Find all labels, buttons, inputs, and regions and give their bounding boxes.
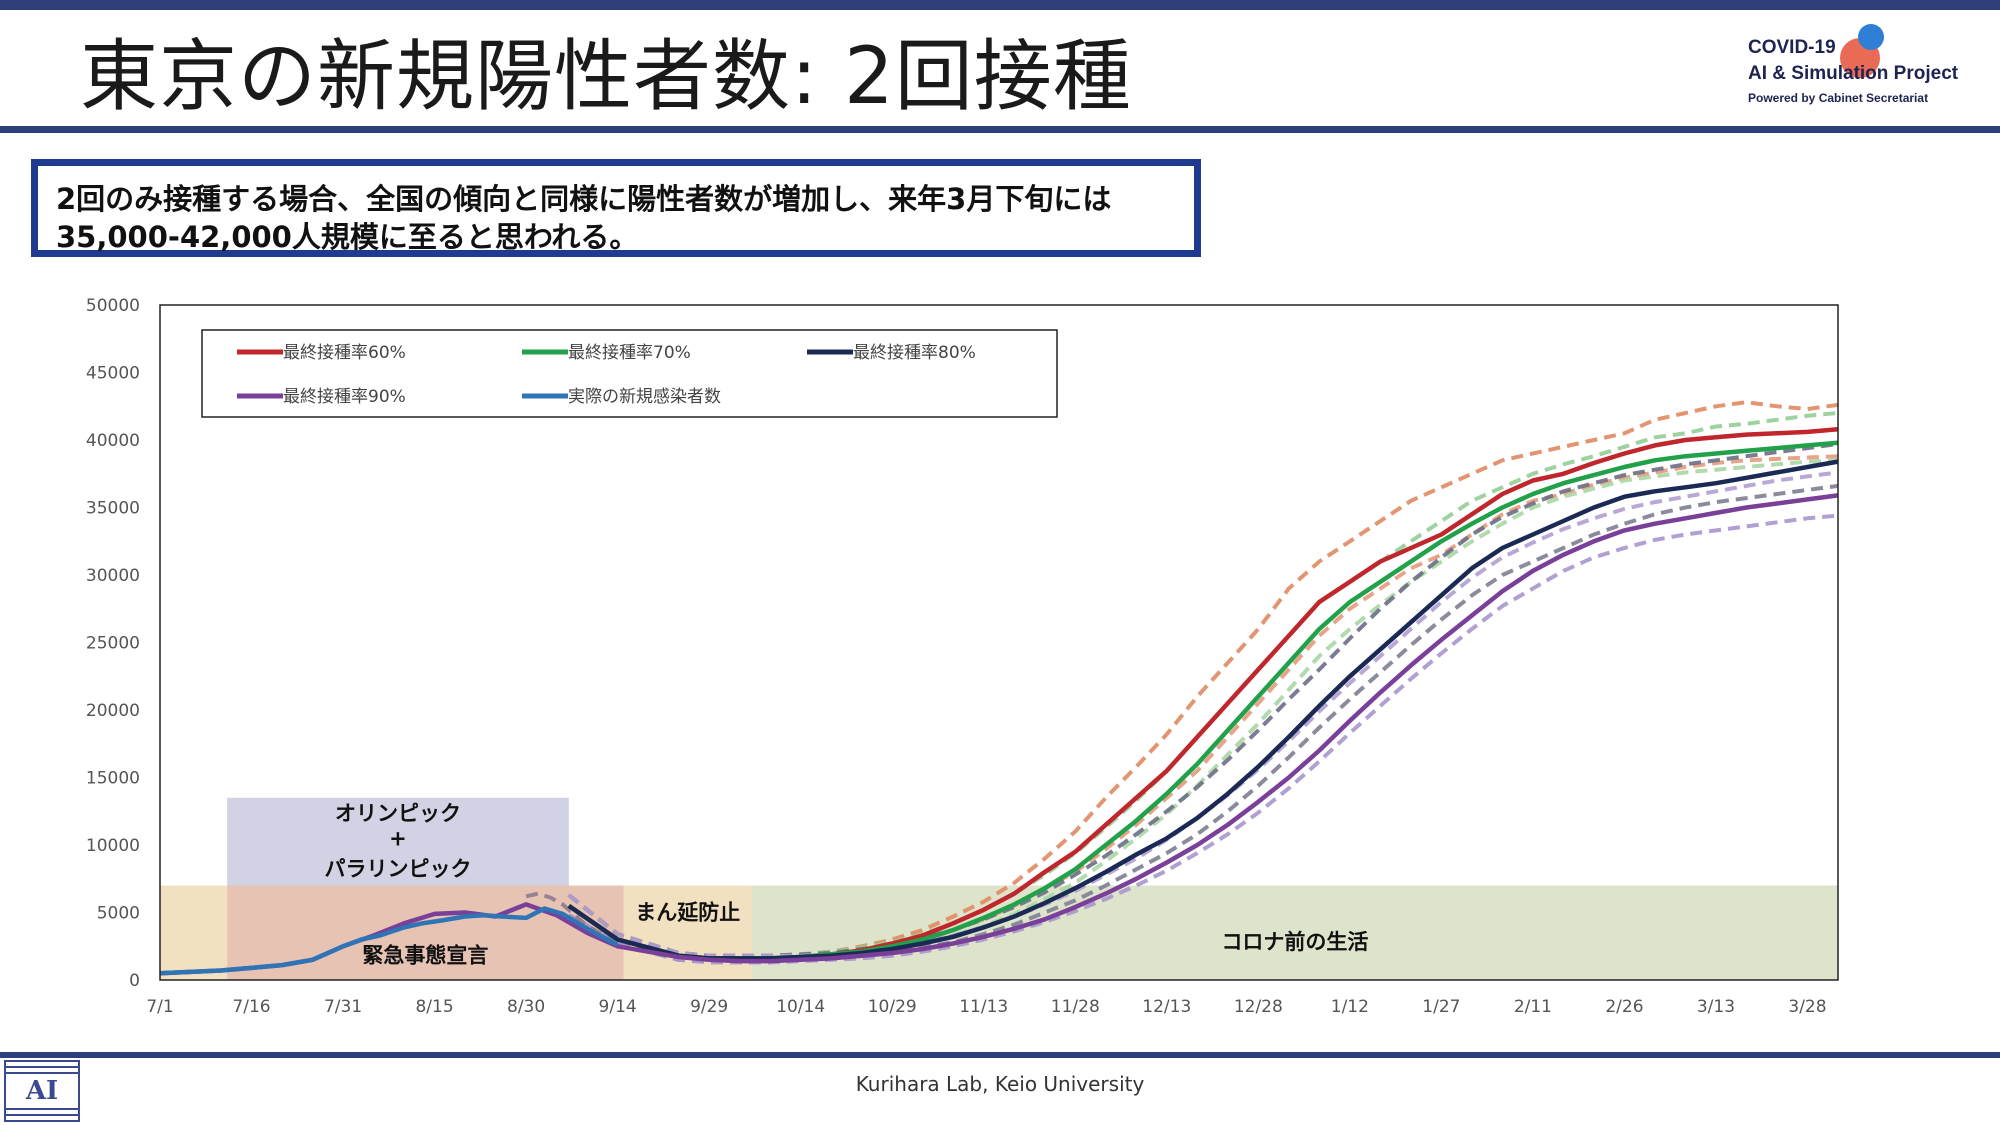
x-tick-label-3: 8/15	[415, 997, 453, 1017]
chart-series	[159, 400, 1839, 976]
y-tick-label-9: 45000	[86, 364, 140, 384]
title-underline	[0, 126, 2000, 133]
x-tick-label-6: 9/29	[690, 997, 728, 1017]
x-tick-label-14: 1/27	[1422, 997, 1460, 1017]
plot-frame	[159, 304, 1839, 981]
x-tick-label-11: 12/13	[1142, 997, 1191, 1017]
x-tick-label-5: 9/14	[599, 997, 637, 1017]
x-tick-label-4: 8/30	[507, 997, 545, 1017]
series-line-5	[567, 458, 1839, 964]
x-axis: 7/1 7/16 7/31 8/15 8/30 9/14 9/29 10/14 10/29 11/…	[146, 997, 1826, 1017]
x-tick-label-17: 3/13	[1697, 997, 1735, 1017]
series-line-6	[567, 459, 1839, 961]
legend-label-4: 実際の新規感染者数	[568, 387, 721, 407]
top-accent-bar	[0, 0, 2000, 10]
x-tick-label-12: 12/28	[1234, 997, 1283, 1017]
x-tick-label-15: 2/11	[1514, 997, 1552, 1017]
chart-legend: 最終接種率60% 最終接種率70% 最終接種率80% 最終接種率90% 実際の新規感染者…	[201, 329, 1058, 418]
y-tick-label-1: 5000	[97, 904, 140, 924]
lab-logo: AI	[4, 1060, 80, 1122]
y-tick-label-3: 15000	[86, 769, 140, 789]
series-line-9	[159, 493, 1839, 976]
region-label-0-b: +	[389, 827, 407, 851]
callout-line-1: 2回のみ接種する場合、全国の傾向と同様に陽性者数が増加し、来年3月下旬には	[56, 182, 1112, 216]
region-label-0: オリンピック	[335, 802, 461, 826]
lab-logo-text: AI	[6, 1076, 78, 1106]
series-line-13	[159, 906, 619, 976]
x-tick-label-7: 10/14	[776, 997, 825, 1017]
region-label-4: コロナ前の生活	[1221, 930, 1368, 954]
region-1	[160, 885, 228, 980]
logo-line-2: AI & Simulation Project	[1748, 63, 1959, 84]
region-0	[227, 797, 569, 886]
footer-rule	[0, 1052, 2000, 1058]
series-line-7	[567, 442, 1839, 958]
series-line-2	[567, 454, 1839, 964]
covid-project-logo: COVID-19 AI & Simulation Project Powered…	[1748, 24, 1988, 118]
legend-box	[201, 329, 1058, 418]
y-tick-label-10: 50000	[86, 296, 140, 316]
x-tick-label-16: 2/26	[1605, 997, 1643, 1017]
positive-cases-chart: 0 5000 10000 15000 20000 25000 30000 35000 40000…	[86, 296, 1839, 1017]
period-regions	[160, 797, 1838, 980]
series-line-8	[567, 483, 1839, 964]
y-axis: 0 5000 10000 15000 20000 25000 30000 35000 40000…	[86, 296, 140, 991]
logo-blue-circle	[1858, 24, 1884, 50]
series-line-10	[567, 470, 1839, 958]
y-tick-label-2: 10000	[86, 836, 140, 856]
series-line-3	[567, 440, 1839, 961]
y-tick-label-8: 40000	[86, 431, 140, 451]
footer-credit: Kurihara Lab, Keio University	[855, 1072, 1145, 1096]
x-tick-label-1: 7/16	[232, 997, 270, 1017]
callout-line-2: 35,000-42,000人規模に至ると思われる。	[56, 220, 639, 254]
y-tick-label-0: 0	[129, 971, 140, 991]
legend-label-3: 最終接種率90%	[283, 387, 406, 407]
x-tick-label-10: 11/28	[1051, 997, 1100, 1017]
summary-callout: 2回のみ接種する場合、全国の傾向と同様に陽性者数が増加し、来年3月下旬には 35…	[31, 159, 1201, 257]
y-tick-label-5: 25000	[86, 634, 140, 654]
y-tick-label-4: 20000	[86, 701, 140, 721]
logo-line-3: Powered by Cabinet Secretariat	[1748, 91, 1929, 105]
region-label-3: まん延防止	[635, 900, 740, 924]
region-label-2: 緊急事態宣言	[362, 943, 488, 967]
legend-label-0: 最終接種率60%	[283, 343, 406, 363]
x-tick-label-18: 3/28	[1788, 997, 1826, 1017]
x-tick-label-2: 7/31	[324, 997, 362, 1017]
series-line-1	[567, 400, 1839, 958]
region-label-0-c: パラリンピック	[324, 857, 471, 881]
y-tick-label-6: 30000	[86, 566, 140, 586]
legend-label-2: 最終接種率80%	[853, 343, 976, 363]
series-line-0	[567, 426, 1839, 961]
x-tick-label-8: 10/29	[868, 997, 917, 1017]
series-line-11	[567, 513, 1839, 965]
x-tick-label-9: 11/13	[959, 997, 1008, 1017]
x-tick-label-13: 1/12	[1331, 997, 1369, 1017]
legend-label-1: 最終接種率70%	[568, 343, 691, 363]
page-title: 東京の新規陽性者数: 2回接種	[80, 32, 1132, 122]
x-tick-label-0: 7/1	[146, 997, 173, 1017]
y-tick-label-7: 35000	[86, 499, 140, 519]
logo-line-1: COVID-19	[1748, 37, 1836, 58]
